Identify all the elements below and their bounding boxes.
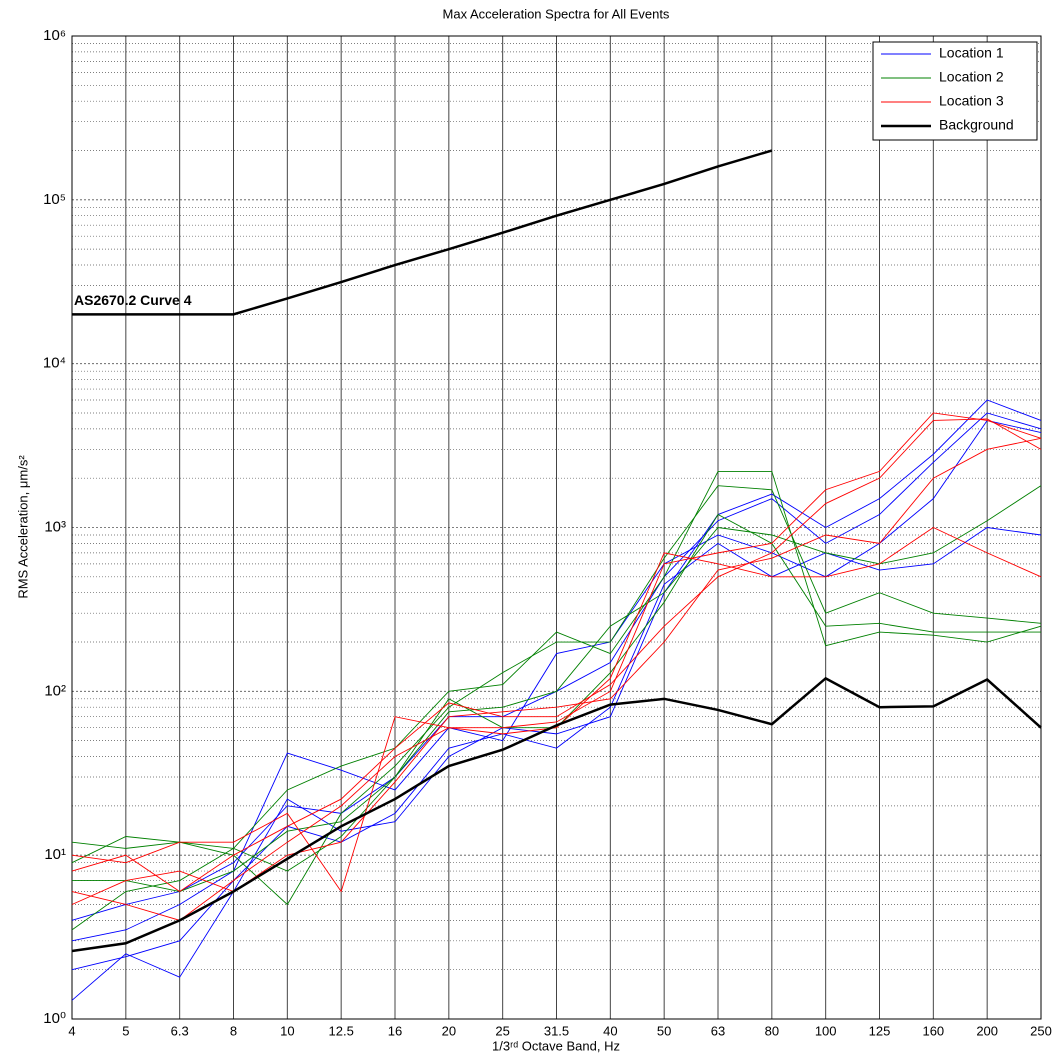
y-tick-label: 10⁶ <box>43 27 66 44</box>
x-tick-label: 5 <box>122 1023 129 1038</box>
series-line <box>71 676 1042 953</box>
x-tick-label: 4 <box>68 1023 75 1038</box>
x-tick-label: 8 <box>230 1023 237 1038</box>
y-tick-label: 10¹ <box>44 846 66 863</box>
y-tick-label: 10⁴ <box>43 355 66 372</box>
x-tick-label: 200 <box>976 1023 998 1038</box>
x-axis-label: 1/3ʳᵈ Octave Band, Hz <box>492 1038 620 1053</box>
x-tick-label: 100 <box>815 1023 837 1038</box>
chart-title: Max Acceleration Spectra for All Events <box>443 6 670 21</box>
plot-frame <box>71 35 1042 1020</box>
x-tick-label: 125 <box>869 1023 891 1038</box>
legend-label: Location 1 <box>939 45 1004 61</box>
x-tick-label: 250 <box>1030 1023 1052 1038</box>
x-tick-label: 63 <box>711 1023 725 1038</box>
x-tick-label: 10 <box>280 1023 294 1038</box>
legend-label: Background <box>939 117 1014 133</box>
x-tick-label: 50 <box>657 1023 671 1038</box>
y-tick-label: 10³ <box>44 518 66 535</box>
x-tick-label: 16 <box>388 1023 402 1038</box>
x-tick-label: 80 <box>765 1023 779 1038</box>
x-tick-label: 25 <box>495 1023 509 1038</box>
y-axis-label: RMS Acceleration, μm/s² <box>15 455 30 599</box>
x-tick-label: 20 <box>442 1023 456 1038</box>
series-line <box>71 418 1042 893</box>
y-tick-label: 10⁰ <box>43 1010 66 1027</box>
y-tick-label: 10⁵ <box>43 191 66 208</box>
x-tick-label: 40 <box>603 1023 617 1038</box>
legend-box <box>872 41 1038 141</box>
reference-line <box>72 149 773 316</box>
x-tick-label: 12.5 <box>329 1023 354 1038</box>
legend-label: Location 2 <box>939 69 1004 85</box>
series-line <box>71 526 1042 921</box>
reference-label: AS2670.2 Curve 4 <box>74 292 192 308</box>
y-tick-label: 10² <box>44 682 66 699</box>
x-tick-label: 160 <box>922 1023 944 1038</box>
x-tick-label: 6.3 <box>171 1023 189 1038</box>
x-tick-label: 31.5 <box>544 1023 569 1038</box>
series-line <box>71 412 1042 893</box>
legend-label: Location 3 <box>939 93 1004 109</box>
